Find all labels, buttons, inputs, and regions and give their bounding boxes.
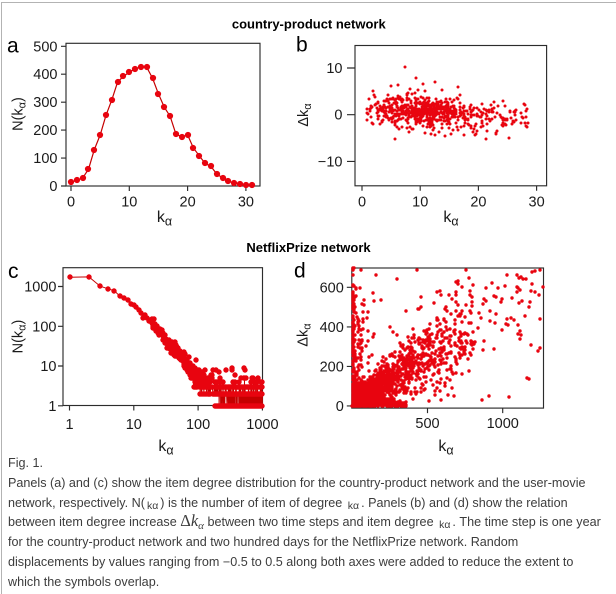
svg-text:NetflixPrize network: NetflixPrize network <box>246 240 371 255</box>
svg-text:30: 30 <box>529 194 545 210</box>
svg-text:10: 10 <box>40 359 56 375</box>
svg-text:10: 10 <box>121 194 137 210</box>
svg-text:20: 20 <box>470 194 486 210</box>
svg-text:−10: −10 <box>318 154 343 170</box>
svg-text:100: 100 <box>32 319 56 335</box>
svg-text:a: a <box>7 35 19 58</box>
svg-text:country-product network: country-product network <box>232 17 387 32</box>
svg-text:1000: 1000 <box>487 416 519 432</box>
svg-text:300: 300 <box>33 95 57 111</box>
svg-text:600: 600 <box>320 280 344 296</box>
svg-text:Δkα: Δkα <box>296 323 314 347</box>
svg-text:200: 200 <box>33 123 57 139</box>
svg-text:kα: kα <box>443 209 458 229</box>
svg-text:100: 100 <box>186 417 210 433</box>
svg-text:b: b <box>296 34 308 57</box>
svg-text:0: 0 <box>67 194 75 210</box>
svg-text:500: 500 <box>415 416 439 432</box>
svg-text:1: 1 <box>48 399 56 415</box>
svg-text:20: 20 <box>180 194 196 210</box>
svg-text:kα: kα <box>158 438 173 458</box>
svg-text:kα: kα <box>157 209 172 229</box>
svg-text:1000: 1000 <box>24 280 56 296</box>
svg-text:200: 200 <box>320 359 344 375</box>
svg-text:N(kα): N(kα) <box>11 320 29 354</box>
svg-text:0: 0 <box>334 108 342 124</box>
svg-text:0: 0 <box>336 399 344 415</box>
svg-text:N(kα): N(kα) <box>11 97 29 131</box>
svg-text:kα: kα <box>438 438 453 458</box>
svg-text:10: 10 <box>326 61 342 77</box>
svg-text:400: 400 <box>320 320 344 336</box>
svg-text:10: 10 <box>412 194 428 210</box>
svg-text:1: 1 <box>65 417 73 433</box>
svg-text:Δkα: Δkα <box>296 103 314 127</box>
svg-text:c: c <box>8 260 19 283</box>
svg-text:10: 10 <box>126 417 142 433</box>
svg-text:500: 500 <box>33 39 57 55</box>
svg-text:400: 400 <box>33 67 57 83</box>
svg-text:0: 0 <box>49 179 57 195</box>
svg-text:30: 30 <box>238 194 254 210</box>
svg-text:0: 0 <box>358 194 366 210</box>
svg-text:1000: 1000 <box>246 417 278 433</box>
svg-text:d: d <box>294 260 306 283</box>
svg-text:100: 100 <box>33 151 57 167</box>
